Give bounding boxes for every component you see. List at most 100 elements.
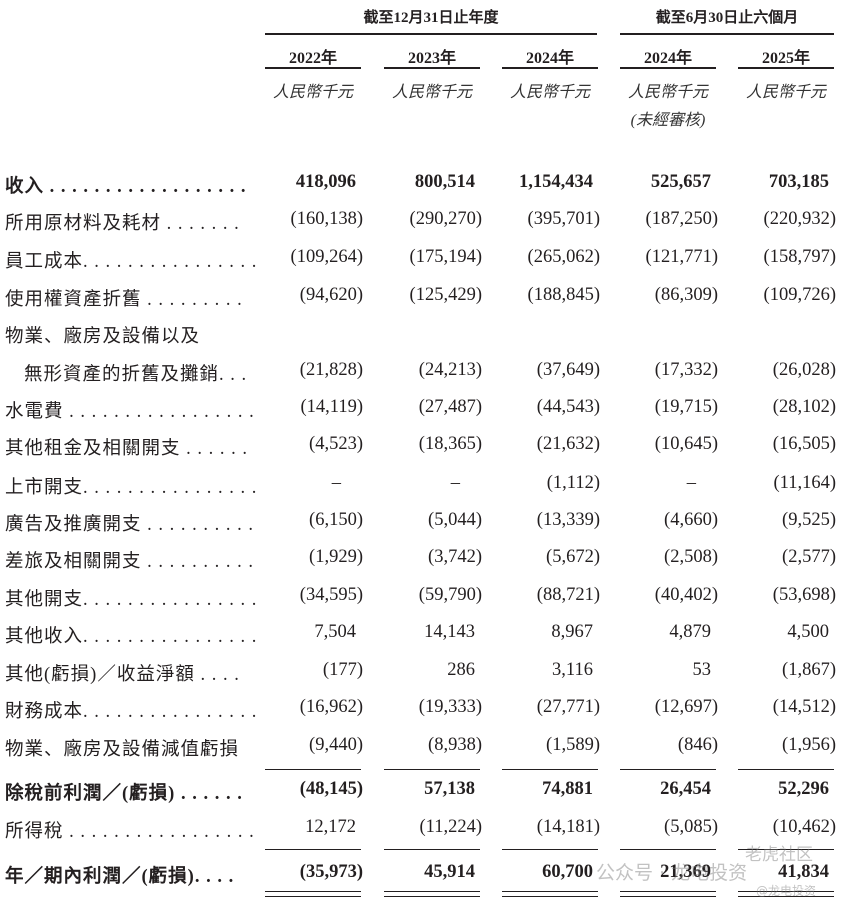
subtotal-rule [384,849,480,851]
row-label: 上市開支. . . . . . . . . . . . . . . . [5,478,258,498]
row-value: – [331,473,341,493]
row-value: (88,721) [536,585,600,605]
column-note: (未經審核) [630,112,706,129]
subtotal-rule [265,849,361,851]
column-year: 2022年 [288,50,337,67]
row-value: 21,369 [660,862,711,882]
row-value: 800,514 [414,172,475,192]
row-value: (21,632) [536,434,600,454]
table-row: 其他收入. . . . . . . . . . . . . . . . 7,504… [0,622,846,652]
row-value: 26,454 [660,779,711,799]
divider [738,67,834,69]
table-row: 其他租金及相關開支 . . . . . . (4,523) (18,365) (21,… [0,434,846,464]
row-value: (10,645) [654,434,718,454]
row-value: 3,116 [552,660,593,680]
total-double-rule [620,891,716,893]
row-label: 員工成本. . . . . . . . . . . . . . . . [5,252,258,272]
row-value: (40,402) [654,585,718,605]
row-value: (290,270) [409,209,482,229]
row-label: 其他租金及相關開支 . . . . . . [5,439,249,459]
row-value: (59,790) [418,585,482,605]
row-value: (12,697) [654,697,718,717]
row-value: (11,224) [419,817,482,837]
row-label: 其他(虧損)／收益淨額 . . . . [5,665,240,685]
row-value: (14,119) [300,397,363,417]
table-row: 無形資產的折舊及攤銷. . . (21,828) (24,213) (37,649) (… [0,360,846,390]
table-row: 物業、廠房及設備以及 [0,322,846,352]
row-label: 使用權資產折舊 . . . . . . . . . [5,290,243,310]
row-value: (1,956) [782,735,836,755]
row-value: (5,085) [664,817,718,837]
row-value: 57,138 [424,779,475,799]
column-year: 2024年 [525,50,574,67]
row-label: 其他開支. . . . . . . . . . . . . . . . [5,590,258,610]
row-value: (4,523) [309,434,363,454]
row-value: (265,062) [527,247,600,267]
column-year: 2023年 [407,50,456,67]
subtotal-rule [620,769,716,771]
row-label: 水電費 . . . . . . . . . . . . . . . . . [5,402,255,422]
row-value: (19,715) [654,397,718,417]
row-value: – [686,473,696,493]
row-value: (24,213) [418,360,482,380]
group-header-annual: 截至12月31日止年度 [363,10,499,26]
row-value: (17,332) [654,360,718,380]
row-value: (395,701) [527,209,600,229]
total-double-rule [620,896,716,898]
row-value: 525,657 [650,172,711,192]
row-value: 74,881 [542,779,593,799]
row-value: 53 [692,660,712,680]
row-value: 52,296 [778,779,829,799]
row-value: (37,649) [536,360,600,380]
row-value: (177) [322,660,363,680]
total-double-rule [738,891,834,893]
row-value: (18,365) [418,434,482,454]
row-value: 703,185 [768,172,829,192]
table-row: 收入 . . . . . . . . . . . . . . . . . . 41… [0,172,846,202]
row-value: (158,797) [763,247,836,267]
row-value: 7,504 [314,622,356,642]
table-row: 其他(虧損)／收益淨額 . . . . (177) 286 3,116 53 (1,867… [0,660,846,690]
row-value: (160,138) [290,209,363,229]
subtotal-rule [738,769,834,771]
row-value: (34,595) [299,585,363,605]
row-value: 60,700 [542,862,593,882]
watermark-text: 公众号 · 龙电投资 [596,862,748,884]
row-label: 所得稅 . . . . . . . . . . . . . . . . . [5,822,255,842]
subtotal-rule [502,849,598,851]
subtotal-rule [384,769,480,771]
total-double-rule [265,896,361,898]
divider [265,67,361,69]
table-row: 水電費 . . . . . . . . . . . . . . . . . (14… [0,397,846,427]
row-value: (10,462) [772,817,836,837]
divider [265,33,597,35]
divider [620,33,834,35]
total-double-rule [502,891,598,893]
row-label: 無形資產的折舊及攤銷. . . [24,365,248,385]
column-unit: 人民幣千元 [627,84,708,101]
row-value: (6,150) [309,510,363,530]
row-value: (14,512) [772,697,836,717]
row-value: (19,333) [418,697,482,717]
row-label: 廣告及推廣開支 . . . . . . . . . . [5,515,255,535]
row-label: 差旅及相關開支 . . . . . . . . . . [5,552,255,572]
row-value: (9,440) [309,735,363,755]
row-value: (53,698) [772,585,836,605]
table-row: 物業、廠房及設備減值虧損 (9,440) (8,938) (1,589) (846) (1… [0,735,846,765]
row-value: (188,845) [527,285,600,305]
row-value: (2,577) [782,547,836,567]
row-label: 所用原材料及耗材 . . . . . . . [5,214,240,234]
column-year: 2025年 [761,50,810,67]
column-unit: 人民幣千元 [391,84,472,101]
watermark-text: 老虎社区 [745,845,813,865]
row-value: (187,250) [645,209,718,229]
table-row: 年／期內利潤／(虧損). . . . (35,973) 45,914 60,700 21… [0,862,846,892]
subtotal-rule [620,849,716,851]
table-row: 所得稅 . . . . . . . . . . . . . . . . . 12,… [0,817,846,847]
row-label: 財務成本. . . . . . . . . . . . . . . . [5,702,258,722]
column-unit: 人民幣千元 [272,84,353,101]
column-unit: 人民幣千元 [745,84,826,101]
row-value: 418,096 [295,172,356,192]
table-row: 財務成本. . . . . . . . . . . . . . . . (16,9… [0,697,846,727]
table-row: 其他開支. . . . . . . . . . . . . . . . (34,5… [0,585,846,615]
